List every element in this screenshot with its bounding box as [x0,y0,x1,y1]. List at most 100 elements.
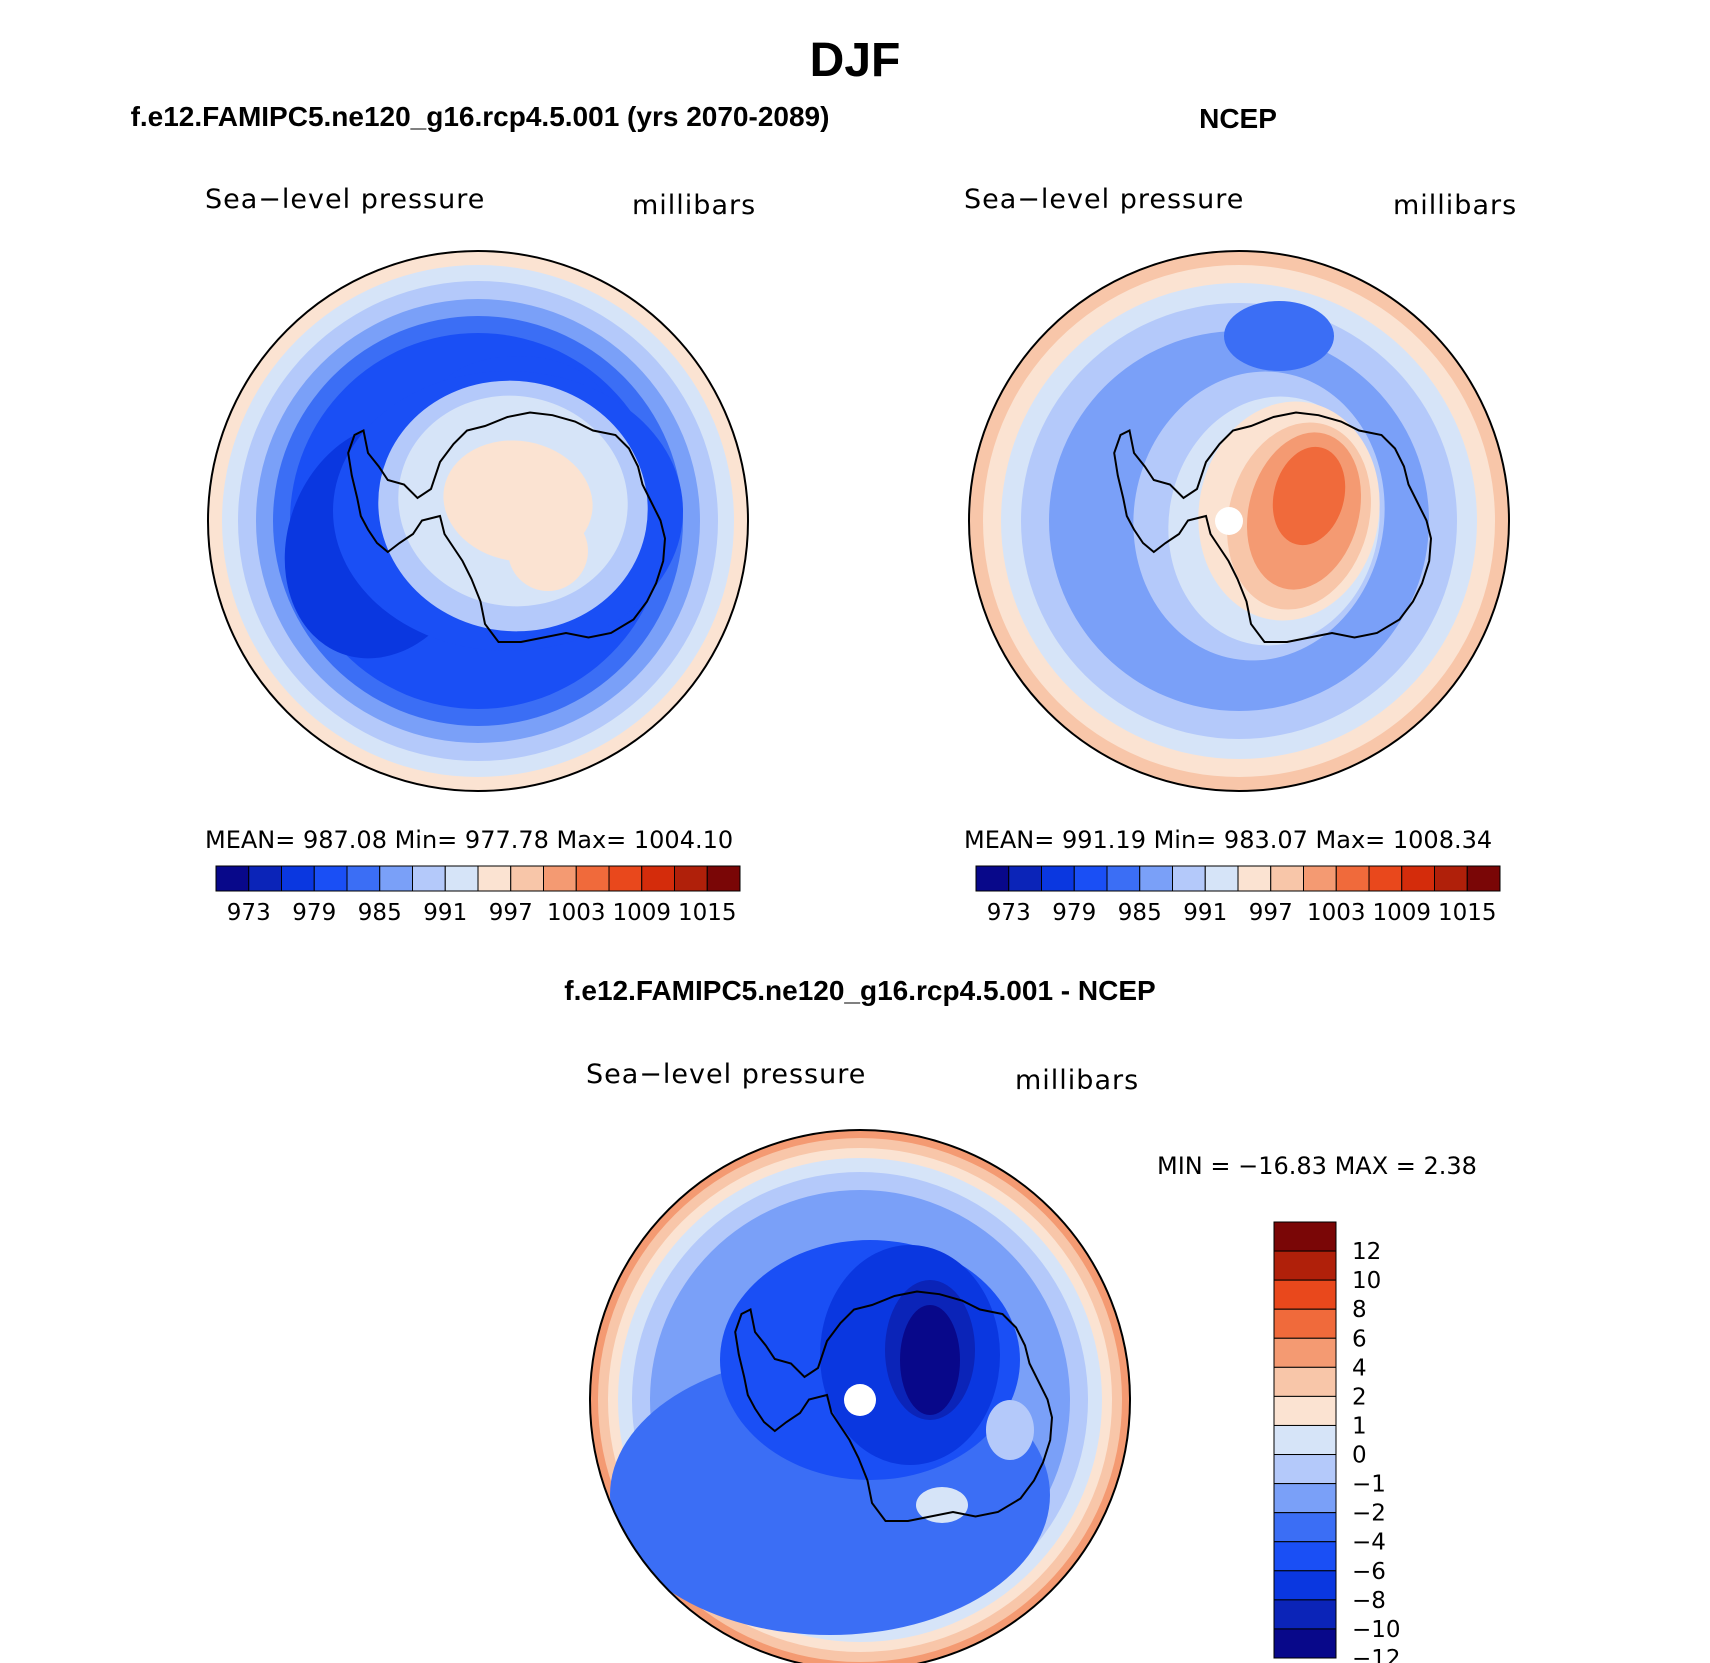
max-label: Max= [1316,826,1386,854]
units-label: millibars [1393,190,1517,221]
colorbar-swatch [1139,865,1173,892]
mean-label: MEAN= [205,826,295,854]
map-border [968,250,1510,792]
colorbar-swatch [248,865,282,892]
mean-label: MEAN= [964,826,1054,854]
colorbar-swatch [1172,865,1206,892]
colorbar-tick-label: 6 [1352,1326,1367,1352]
colorbar-tick-label: 979 [292,900,336,926]
colorbar-tick-label: −6 [1352,1559,1386,1585]
colorbar-swatch [346,865,381,892]
panel-obs: NCEP Sea−level pressure millibars MEAN= 991… [964,103,1517,926]
mean-value: 991.19 [1054,826,1153,854]
colorbar-tick-label: −8 [1352,1588,1386,1614]
colorbar-swatch [1041,865,1075,892]
max-label: Max= [557,826,627,854]
min-label: Min= [1154,826,1217,854]
colorbar-swatch [1401,865,1435,892]
colorbar-swatch [477,865,512,892]
colorbar-swatch [1273,1541,1337,1572]
colorbar-tick-label: 8 [1352,1297,1367,1323]
colorbar-tick-label: 985 [1118,900,1162,926]
min-label: Min= [395,826,458,854]
colorbar-tick-label: 4 [1352,1355,1367,1381]
colorbar-tick-label: 985 [358,900,402,926]
colorbar-swatch [1008,865,1042,892]
colorbar-swatch [1237,865,1272,892]
min-value: 983.07 [1216,826,1315,854]
colorbar-swatch [1273,1483,1337,1514]
colorbar-tick-label: 1 [1352,1413,1367,1439]
variable-label: Sea−level pressure [205,184,485,215]
colorbar-tick-label: 1015 [678,900,737,926]
colorbar-swatch [1303,865,1337,892]
colorbar-tick-label: 1003 [547,900,606,926]
colorbar-swatch [1273,1250,1337,1281]
page-title: DJF [810,34,901,87]
polar-map [208,251,748,791]
colorbar-swatch [1273,1628,1337,1659]
colorbar-swatch [1273,1221,1337,1252]
colorbar-tick-label: 1015 [1438,900,1497,926]
colorbar-swatch [510,865,544,892]
map-border [589,1129,1131,1663]
colorbar-swatch [444,865,479,892]
colorbar-swatch [1270,865,1304,892]
colorbar-swatch [1466,865,1501,892]
max-value: 1004.10 [626,826,733,854]
mean-value: 987.08 [295,826,394,854]
colorbar-swatch [1073,865,1108,892]
field-stats: MIN = −16.83 MAX = 2.38 [1157,1152,1477,1180]
panel-diff: f.e12.FAMIPC5.ne120_g16.rcp4.5.001 - NCE… [564,975,1477,1663]
units-label: millibars [632,190,756,221]
colorbar-swatch [543,865,577,892]
colorbar-tick-label: −4 [1352,1530,1386,1556]
colorbar-tick-label: 991 [423,900,467,926]
colorbar-swatch [1204,865,1239,892]
colorbar-swatch [1273,1308,1337,1339]
colorbar-tick-label: −2 [1352,1501,1386,1527]
min-label: MIN = [1157,1152,1230,1180]
panel-heading: f.e12.FAMIPC5.ne120_g16.rcp4.5.001 - NCE… [564,975,1155,1006]
colorbar-tick-label: 2 [1352,1384,1367,1410]
panel-heading: f.e12.FAMIPC5.ne120_g16.rcp4.5.001 (yrs … [131,101,830,132]
colorbar-swatch [674,865,708,892]
colorbar-tick-label: 1003 [1307,900,1366,926]
colorbar-tick-label: 979 [1052,900,1096,926]
colorbar-swatch [1273,1454,1337,1485]
colorbar-swatch [608,865,643,892]
colorbar-swatch [1335,865,1370,892]
colorbar-tick-label: 973 [227,900,271,926]
colorbar: 973 979 985 991 997 1003 1009 1015 [215,865,741,926]
colorbar-tick-label: 997 [1249,900,1293,926]
colorbar-swatch [1273,1395,1337,1426]
colorbar-swatch [1273,1599,1337,1630]
colorbar-tick-label: 1009 [612,900,671,926]
colorbar-swatch [641,865,675,892]
colorbar-swatch [1273,1570,1337,1601]
polar-map [590,1130,1130,1663]
variable-label: Sea−level pressure [964,184,1244,215]
colorbar-swatch [1273,1424,1337,1456]
colorbar: 973 979 985 991 997 1003 1009 1015 [975,865,1501,926]
colorbar-swatch [1273,1279,1337,1310]
max-label: MAX = [1335,1152,1416,1180]
colorbar-swatch [281,865,315,892]
colorbar-swatch [575,865,610,892]
colorbar-swatch [1273,1337,1337,1368]
min-value: 977.78 [457,826,556,854]
units-label: millibars [1015,1065,1139,1096]
colorbar-swatch [313,865,348,892]
polar-map [969,251,1509,791]
colorbar-swatch [412,865,446,892]
panel-model: f.e12.FAMIPC5.ne120_g16.rcp4.5.001 (yrs … [131,101,830,926]
max-value: 1008.34 [1385,826,1492,854]
field-stats: MEAN= 987.08 Min= 977.78 Max= 1004.10 [205,826,733,854]
variable-label: Sea−level pressure [586,1059,866,1090]
colorbar-swatch [1106,865,1141,892]
colorbar-swatch [706,865,741,892]
colorbar-tick-label: 10 [1352,1268,1381,1294]
colorbar-swatch [1273,1366,1337,1397]
colorbar-tick-label: 12 [1352,1239,1381,1265]
